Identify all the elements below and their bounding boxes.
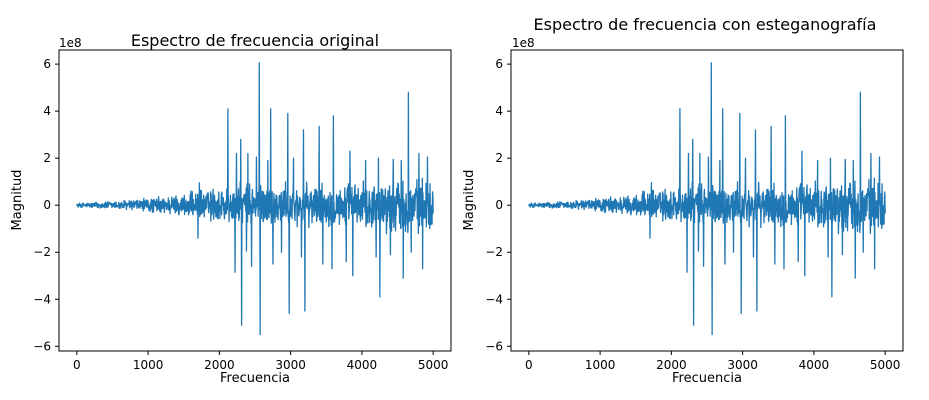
spectrum-line-steganography [528, 62, 886, 336]
y-axis-label-original: Magnitud [10, 170, 25, 231]
x-ticks-original: 0 1000 2000 3000 4000 5000 [73, 351, 448, 372]
y-ticks-steganography: −6 −4 −2 0 2 4 6 [485, 57, 511, 353]
subplot-steganography: 0 1000 2000 3000 4000 5000 −6 −4 −2 0 2 4 6 Espectr… [462, 15, 904, 386]
spectrum-series-steganography [528, 62, 886, 336]
y-tick-label: −2 [33, 245, 51, 259]
spectrum-series-original [76, 62, 434, 336]
y-axis-label-steganography: Magnitud [462, 170, 477, 231]
axes-frame-steganography [510, 49, 904, 352]
y-tick-label: 6 [495, 57, 503, 71]
y-tick-label: 4 [43, 104, 51, 118]
x-tick-label: 3000 [727, 358, 758, 372]
x-tick-label: 5000 [870, 358, 901, 372]
y-tick-label: 4 [495, 104, 503, 118]
y-tick-label: 2 [495, 151, 503, 165]
y-tick-label: 6 [43, 57, 51, 71]
y-tick-label: 2 [43, 151, 51, 165]
y-tick-label: −4 [485, 292, 503, 306]
y-tick-label: −6 [485, 339, 503, 353]
y-scale-label-original: 1e8 [59, 36, 82, 50]
axes-frame-original [58, 49, 452, 352]
x-tick-label: 0 [525, 358, 533, 372]
x-tick-label: 3000 [275, 358, 306, 372]
chart-title-original: Espectro de frecuencia original [131, 31, 379, 50]
y-tick-label: −6 [33, 339, 51, 353]
y-tick-label: −4 [33, 292, 51, 306]
y-scale-label-steganography: 1e8 [512, 36, 535, 50]
x-axis-label-steganography: Frecuencia [672, 371, 742, 386]
x-tick-label: 0 [73, 358, 81, 372]
chart-title-steganography: Espectro de frecuencia con esteganografí… [534, 15, 877, 34]
subplot-original: 0 1000 2000 3000 4000 5000 −6 −4 −2 0 2 4 6 Espectr… [10, 31, 452, 386]
x-axis-label-original: Frecuencia [220, 371, 290, 386]
y-tick-label: −2 [485, 245, 503, 259]
x-tick-label: 1000 [585, 358, 616, 372]
x-tick-label: 4000 [347, 358, 378, 372]
x-tick-label: 2000 [204, 358, 235, 372]
x-tick-label: 2000 [656, 358, 687, 372]
y-ticks-original: −6 −4 −2 0 2 4 6 [33, 57, 59, 353]
y-tick-label: 0 [43, 198, 51, 212]
x-tick-label: 1000 [133, 358, 164, 372]
y-tick-label: 0 [495, 198, 503, 212]
x-tick-label: 4000 [799, 358, 830, 372]
spectrum-line-original [76, 62, 434, 336]
x-ticks-steganography: 0 1000 2000 3000 4000 5000 [525, 351, 900, 372]
x-tick-label: 5000 [418, 358, 449, 372]
